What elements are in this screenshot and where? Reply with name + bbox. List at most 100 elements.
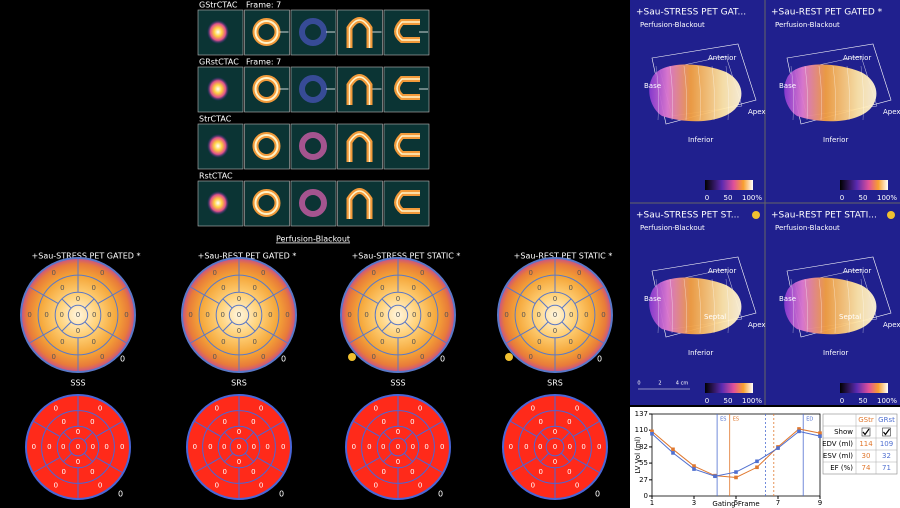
segment-score: 0 [61,468,65,476]
segment-score: 0 [221,284,225,292]
segment-ring [67,304,89,326]
status-icon [505,353,513,361]
perfusion-link[interactable]: Perfusion-Blackout [276,235,350,244]
segment-score: 0 [213,353,217,361]
segment-divider [539,431,550,442]
segment-divider [83,431,94,442]
segment-score: 0 [237,295,241,303]
polar-title: +Sau-STRESS PET STATIC * [352,252,461,261]
y-tick-label: 137 [635,410,648,418]
score-title: SRS [547,379,563,388]
segment-score: 0 [567,468,571,476]
segment-divider [32,420,47,430]
segment-score: 0 [577,269,581,277]
checkmark [883,428,890,436]
colorbar [705,383,753,393]
segment-ring [68,437,88,457]
polar-score: 0 [281,355,286,364]
colorbar-label: 0 [840,397,844,405]
segment-score: 0 [237,311,241,319]
orientation-label: Anterior [843,267,871,275]
segment-divider [505,286,521,296]
segment-divider [429,464,444,474]
segment-score: 0 [411,443,415,451]
slice-ring [299,132,327,160]
segment-divider [538,298,549,309]
segment-divider [61,321,72,332]
status-icon [348,353,356,361]
show-checkbox[interactable] [861,427,871,437]
heart-surface [649,64,742,122]
row-value: 32 [882,452,891,460]
segment-divider [204,294,220,305]
orientation-label: Inferior [688,349,713,357]
segment-score: 0 [221,338,225,346]
segment-score: 0 [47,443,51,451]
segment-score: 0 [252,443,256,451]
orientation-label: Base [644,82,661,90]
segment-score: 0 [237,327,241,335]
segment-divider [244,431,255,442]
segment-divider [256,428,271,438]
show-checkbox[interactable] [882,427,891,437]
colorbar-label: 0 [840,194,844,202]
segment-score: 0 [222,468,226,476]
segment-score: 0 [521,311,525,319]
segment-score: 0 [581,443,585,451]
segment-divider [403,431,414,442]
segment-score: 0 [381,418,385,426]
segment-divider [193,420,208,430]
score-total: 0 [118,490,123,499]
segment-divider [429,420,444,430]
slice-arch [396,192,420,212]
orientation-label: Apex [883,321,900,329]
volume-point [734,470,738,474]
segment-score: 0 [54,481,58,489]
segment-score: 0 [90,468,94,476]
segment-divider [189,286,205,296]
colorbar [840,180,888,190]
colorbar-label: 50 [724,397,733,405]
segment-score: 0 [396,295,400,303]
volume-point [671,451,675,455]
segment-score: 0 [410,418,414,426]
segment-divider [366,456,381,466]
segment-score: 0 [76,458,80,466]
segment-score: 0 [54,405,58,413]
slice-image [337,123,383,170]
segment-score: 0 [568,338,572,346]
segment-divider [223,452,234,463]
segment-score: 0 [124,311,128,319]
segment-divider [193,464,208,474]
segment-score: 0 [76,428,80,436]
volume-point [692,467,696,471]
segment-divider [204,325,220,336]
segment-divider [84,321,95,332]
segment-score: 0 [60,338,64,346]
segment-divider [112,334,128,344]
segment-divider [348,334,364,344]
segment-score: 0 [538,443,542,451]
segment-score: 0 [91,443,95,451]
panel-subtitle: Perfusion-Blackout [640,224,705,232]
slice-ring [299,18,327,46]
slice-image [244,123,290,170]
panel-3d: +Sau-REST PET GATED * Perfusion-Blackout A… [771,8,900,203]
segment-score: 0 [44,311,48,319]
volume-point [818,431,822,435]
segment-score: 0 [524,443,528,451]
segment-divider [363,325,379,336]
segment-score: 0 [531,481,535,489]
segment-score: 0 [76,327,80,335]
segment-score: 0 [98,405,102,413]
segment-divider [352,464,367,474]
segment-score: 0 [553,311,557,319]
segment-score: 0 [364,311,368,319]
segment-divider [381,321,392,332]
scale-label: 2 [658,381,661,387]
orientation-label: Inferior [823,136,848,144]
segment-score: 0 [215,481,219,489]
slice-image [337,66,383,113]
heart-surface [649,277,742,335]
